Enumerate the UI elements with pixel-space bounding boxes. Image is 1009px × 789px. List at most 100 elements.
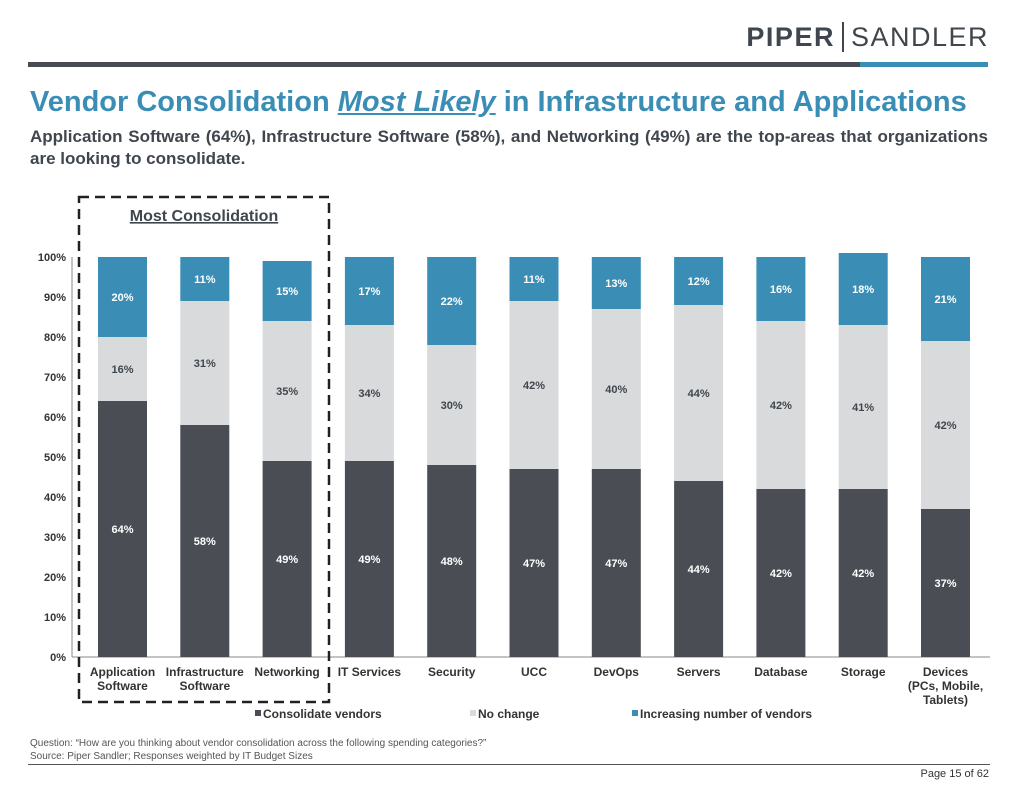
y-tick-label: 40%	[44, 492, 66, 504]
legend-swatch	[470, 710, 476, 716]
data-label: 35%	[276, 386, 298, 398]
data-label: 47%	[605, 558, 627, 570]
logo-divider	[841, 22, 844, 52]
bar-segment	[344, 325, 394, 461]
bar-segment	[509, 469, 559, 657]
bar-segment	[756, 257, 806, 321]
x-tick-label-line: DevOps	[594, 665, 640, 679]
data-label: 49%	[358, 554, 380, 566]
y-tick-label: 20%	[44, 572, 66, 584]
page-number: Page 15 of 62	[920, 768, 989, 780]
bar-segment	[98, 401, 147, 657]
bar-segment	[591, 309, 641, 469]
data-label: 12%	[688, 276, 710, 288]
header-rule-accent	[860, 62, 988, 67]
x-tick-label-line: Software	[97, 679, 148, 693]
page-title: Vendor Consolidation Most Likely in Infr…	[30, 86, 1000, 119]
x-tick-label-line: Devices	[923, 665, 969, 679]
y-tick-label: 30%	[44, 532, 66, 544]
data-label: 18%	[852, 284, 874, 296]
legend-label: Consolidate vendors	[263, 707, 382, 721]
y-tick-label: 100%	[38, 252, 66, 264]
x-tick-label-line: Infrastructure	[166, 665, 244, 679]
legend-swatch	[632, 710, 638, 716]
bar-segment	[921, 257, 970, 341]
data-label: 21%	[934, 294, 956, 306]
bar-segment	[509, 301, 559, 469]
data-label: 42%	[934, 420, 956, 432]
data-label: 42%	[770, 568, 792, 580]
bar-segment	[262, 321, 312, 461]
y-tick-label: 0%	[50, 652, 66, 664]
x-tick-label: Devices (PCs, Mobile, Tablets)	[908, 665, 983, 707]
bar-segment	[344, 257, 394, 325]
bar-segment	[98, 257, 147, 337]
legend-label: No change	[478, 707, 540, 721]
data-label: 11%	[523, 274, 545, 286]
bar-segment	[427, 465, 477, 657]
x-tick-label-line: (PCs, Mobile,	[908, 679, 983, 693]
title-prefix: Vendor Consolidation	[30, 86, 338, 118]
x-tick-label-line: UCC	[521, 665, 547, 679]
page-subtitle: Application Software (64%), Infrastructu…	[30, 127, 988, 168]
data-label: 41%	[852, 402, 874, 414]
data-label: 58%	[194, 536, 216, 548]
bar-segment	[838, 253, 888, 325]
x-tick-label: DevOps	[594, 665, 640, 679]
data-label: 42%	[523, 380, 545, 392]
piper-sandler-logo: PIPER SANDLER	[746, 22, 989, 52]
data-label: 47%	[523, 558, 545, 570]
highlight-box	[77, 195, 331, 704]
x-tick-label-line: Servers	[677, 665, 721, 679]
bar-segment	[262, 261, 312, 321]
data-label: 16%	[111, 364, 133, 376]
bar-segment	[674, 257, 724, 305]
footer-rule	[28, 764, 990, 765]
data-label: 16%	[770, 284, 792, 296]
data-label: 15%	[276, 286, 298, 298]
x-tick-label: IT Services	[338, 665, 402, 679]
bar-segment	[756, 321, 806, 489]
x-tick-label: UCC	[521, 665, 547, 679]
bar-segment	[180, 425, 230, 657]
data-label: 20%	[111, 292, 133, 304]
bar-segment	[674, 481, 724, 657]
stacked-bar-chart: 0% 10% 20% 30% 40% 50% 60% 70% 80% 90% 100% 64% 16% 2…	[38, 195, 990, 721]
data-label: 31%	[194, 358, 216, 370]
title-emphasis: Most Likely	[337, 86, 496, 118]
x-tick-label-line: IT Services	[338, 665, 402, 679]
bar-segment	[591, 257, 641, 309]
bar-segment	[180, 257, 230, 301]
data-label: 44%	[688, 388, 710, 400]
y-tick-label: 60%	[44, 412, 66, 424]
y-tick-label: 50%	[44, 452, 66, 464]
bar-segment	[344, 461, 394, 657]
data-label: 34%	[358, 388, 380, 400]
data-label: 30%	[441, 400, 463, 412]
title-suffix: in Infrastructure and Applications	[495, 86, 967, 118]
data-label: 22%	[441, 296, 463, 308]
x-tick-label: Application Software	[90, 665, 155, 693]
data-label: 40%	[605, 384, 627, 396]
x-tick-label-line: Application	[90, 665, 155, 679]
highlight-annotation: Most Consolidation	[130, 208, 278, 225]
y-tick-label: 70%	[44, 372, 66, 384]
bar-segment	[838, 325, 888, 489]
bar-segment	[427, 345, 477, 465]
survey-question: Question: “How are you thinking about ve…	[30, 738, 487, 749]
y-tick-label: 10%	[44, 612, 66, 624]
x-tick-label: Security	[428, 665, 476, 679]
bar-segment	[98, 337, 147, 401]
x-tick-label: Infrastructure Software	[166, 665, 244, 693]
bar-segment	[509, 257, 559, 301]
data-label: 48%	[441, 556, 463, 568]
data-label: 64%	[111, 524, 133, 536]
data-label: 13%	[605, 278, 627, 290]
header-rule	[28, 62, 860, 67]
x-tick-label-line: Networking	[254, 665, 319, 679]
data-label: 37%	[934, 578, 956, 590]
x-tick-label-line: Security	[428, 665, 476, 679]
x-tick-label-line: Storage	[841, 665, 886, 679]
bar-segment	[180, 301, 230, 425]
bar-segment	[756, 489, 806, 657]
